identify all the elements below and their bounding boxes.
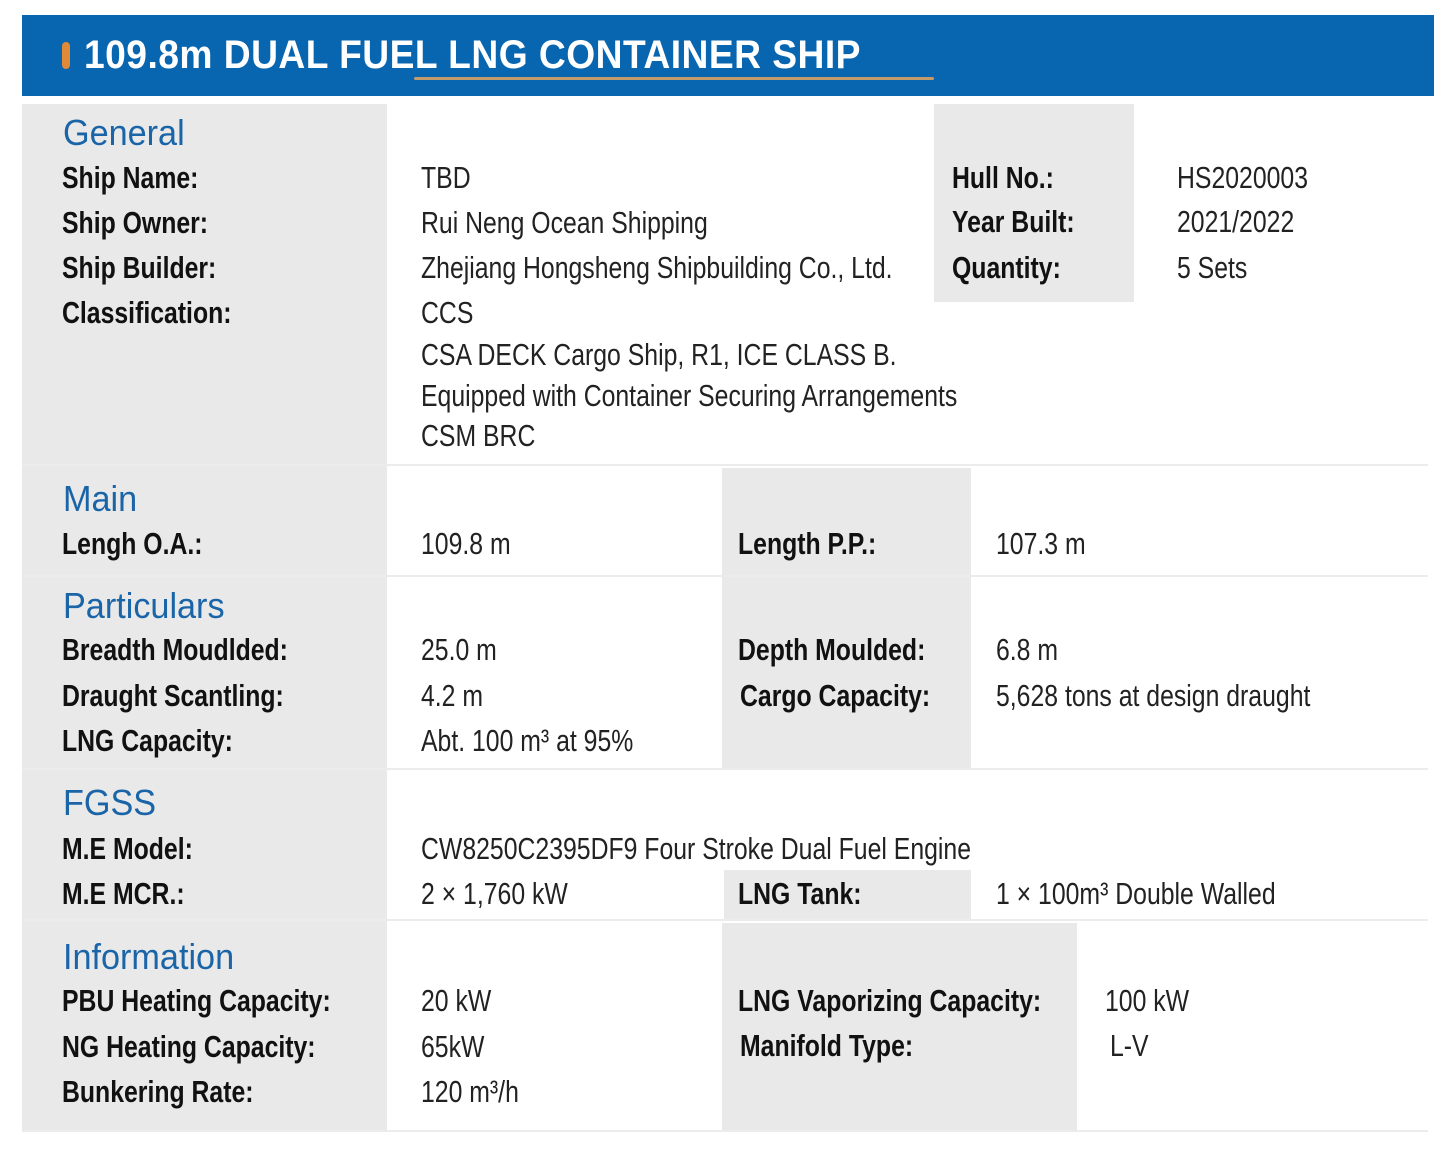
breadth-value: 25.0 m	[421, 632, 497, 667]
lng-tank-label-bg	[724, 870, 971, 919]
ship-owner-label: Ship Owner:	[62, 205, 209, 240]
section-title-general: General	[63, 112, 185, 153]
quantity-value: 5 Sets	[1177, 250, 1248, 285]
classification-line: Equipped with Container Securing Arrange…	[421, 378, 958, 413]
hull-no-value: HS2020003	[1177, 160, 1308, 195]
loa-label: Lengh O.A.:	[62, 526, 203, 561]
lng-tank-value: 1 × 100m³ Double Walled	[996, 876, 1276, 911]
ship-name-label: Ship Name:	[62, 160, 199, 195]
classification-label: Classification:	[62, 295, 232, 330]
lpp-label: Length P.P.:	[738, 526, 877, 561]
ng-label: NG Heating Capacity:	[62, 1029, 316, 1064]
pbu-label: PBU Heating Capacity:	[62, 983, 331, 1018]
depth-value: 6.8 m	[996, 632, 1059, 667]
section-title-fgss: FGSS	[63, 782, 157, 823]
section-title-particulars: Particulars	[63, 585, 225, 626]
me-mcr-value: 2 × 1,760 kW	[421, 876, 568, 911]
me-mcr-label: M.E MCR.:	[62, 876, 185, 911]
cargo-label: Cargo Capacity:	[740, 678, 931, 713]
me-model-label: M.E Model:	[62, 831, 193, 866]
ship-builder-value: Zhejiang Hongsheng Shipbuilding Co., Ltd…	[421, 250, 893, 285]
me-model-value: CW8250C2395DF9 Four Stroke Dual Fuel Eng…	[421, 831, 972, 866]
lpp-value: 107.3 m	[996, 526, 1086, 561]
section-title-main: Main	[63, 478, 138, 519]
year-built-value: 2021/2022	[1177, 204, 1295, 239]
quantity-label: Quantity:	[952, 250, 1061, 285]
classification-line: CCS	[421, 295, 474, 330]
divider	[22, 768, 1428, 770]
cargo-value: 5,628 tons at design draught	[996, 678, 1311, 713]
title-underline	[414, 77, 934, 80]
divider	[22, 575, 1428, 577]
depth-label: Depth Moulded:	[738, 632, 926, 667]
divider	[22, 919, 1428, 921]
information-right-label-bg	[722, 923, 1077, 1131]
ship-builder-label: Ship Builder:	[62, 250, 217, 285]
section-title-information: Information	[63, 936, 235, 977]
lng-tank-label: LNG Tank:	[738, 876, 862, 911]
vaporizing-value: 100 kW	[1105, 983, 1190, 1018]
ship-name-value: TBD	[421, 160, 471, 195]
main-particulars-right-label-bg	[722, 468, 971, 768]
header-banner	[22, 15, 1434, 96]
page-title: 109.8m DUAL FUEL LNG CONTAINER SHIP	[84, 33, 861, 77]
draught-value: 4.2 m	[421, 678, 484, 713]
divider	[22, 464, 1428, 466]
bunkering-value: 120 m³/h	[421, 1074, 519, 1109]
label-column-bg	[22, 104, 387, 1131]
accent-bar	[62, 42, 70, 69]
ng-value: 65kW	[421, 1029, 485, 1064]
ship-owner-value: Rui Neng Ocean Shipping	[421, 205, 708, 240]
lng-capacity-value: Abt. 100 m³ at 95%	[421, 723, 634, 758]
draught-label: Draught Scantling:	[62, 678, 284, 713]
year-built-label: Year Built:	[952, 204, 1075, 239]
pbu-value: 20 kW	[421, 983, 492, 1018]
classification-line: CSM BRC	[421, 418, 536, 453]
manifold-label: Manifold Type:	[740, 1028, 914, 1063]
bunkering-label: Bunkering Rate:	[62, 1074, 254, 1109]
classification-line: CSA DECK Cargo Ship, R1, ICE CLASS B.	[421, 337, 897, 372]
divider	[22, 1130, 1428, 1132]
manifold-value: L-V	[1110, 1028, 1149, 1063]
breadth-label: Breadth Moudlded:	[62, 632, 288, 667]
loa-value: 109.8 m	[421, 526, 511, 561]
lng-capacity-label: LNG Capacity:	[62, 723, 233, 758]
hull-no-label: Hull No.:	[952, 160, 1054, 195]
general-right-label-bg	[934, 104, 1134, 302]
vaporizing-label: LNG Vaporizing Capacity:	[738, 983, 1042, 1018]
